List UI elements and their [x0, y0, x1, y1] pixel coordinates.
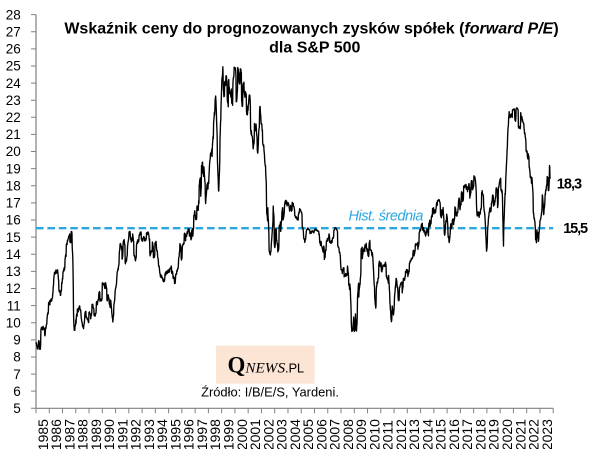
svg-text:1990: 1990 — [101, 419, 117, 449]
svg-text:2002: 2002 — [260, 419, 276, 449]
svg-text:1992: 1992 — [128, 419, 144, 449]
svg-text:2005: 2005 — [300, 419, 316, 449]
svg-text:2013: 2013 — [406, 419, 422, 449]
svg-text:2010: 2010 — [366, 419, 382, 449]
svg-text:2021: 2021 — [512, 419, 528, 449]
svg-text:1991: 1991 — [114, 419, 130, 449]
svg-text:Źródło: I/B/E/S, Yardeni.: Źródło: I/B/E/S, Yardeni. — [201, 384, 339, 399]
svg-text:2014: 2014 — [419, 419, 435, 449]
svg-text:19: 19 — [6, 161, 21, 176]
svg-text:2004: 2004 — [287, 419, 303, 449]
svg-text:16: 16 — [6, 213, 21, 228]
svg-text:2007: 2007 — [327, 419, 343, 449]
svg-text:1987: 1987 — [61, 419, 77, 449]
svg-text:1988: 1988 — [75, 419, 91, 449]
svg-text:1993: 1993 — [141, 419, 157, 449]
svg-text:2015: 2015 — [433, 419, 449, 449]
svg-text:2008: 2008 — [340, 419, 356, 449]
svg-text:9: 9 — [13, 333, 21, 348]
svg-text:2017: 2017 — [459, 419, 475, 449]
svg-text:1999: 1999 — [220, 419, 236, 449]
svg-text:15,5: 15,5 — [563, 221, 588, 237]
svg-text:1985: 1985 — [35, 419, 51, 449]
svg-text:14: 14 — [6, 247, 22, 262]
svg-text:6: 6 — [13, 384, 21, 399]
svg-text:1994: 1994 — [154, 419, 170, 449]
svg-text:21: 21 — [6, 127, 21, 142]
svg-text:13: 13 — [6, 264, 21, 279]
svg-text:1997: 1997 — [194, 419, 210, 449]
svg-text:2019: 2019 — [486, 419, 502, 449]
svg-text:2016: 2016 — [446, 419, 462, 449]
svg-text:dla S&P 500: dla S&P 500 — [269, 40, 360, 57]
svg-text:2012: 2012 — [393, 419, 409, 449]
svg-text:15: 15 — [6, 230, 21, 245]
svg-text:2000: 2000 — [234, 419, 250, 449]
svg-text:17: 17 — [6, 196, 21, 211]
svg-text:10: 10 — [6, 315, 21, 330]
svg-text:1986: 1986 — [48, 419, 64, 449]
svg-text:2011: 2011 — [380, 420, 396, 449]
svg-text:23: 23 — [6, 93, 21, 108]
svg-text:7: 7 — [13, 367, 21, 382]
svg-text:2003: 2003 — [274, 419, 290, 449]
svg-text:2001: 2001 — [247, 419, 263, 449]
svg-text:1989: 1989 — [88, 419, 104, 449]
svg-text:28: 28 — [6, 7, 21, 22]
svg-text:12: 12 — [6, 281, 21, 296]
svg-text:26: 26 — [6, 42, 21, 57]
svg-text:2020: 2020 — [499, 419, 515, 449]
svg-text:20: 20 — [6, 144, 21, 159]
svg-text:22: 22 — [6, 110, 21, 125]
svg-text:5: 5 — [13, 401, 21, 416]
svg-text:Wskaźnik ceny do prognozowanyc: Wskaźnik ceny do prognozowanych zysków s… — [64, 21, 558, 38]
svg-text:2018: 2018 — [472, 419, 488, 449]
svg-text:1996: 1996 — [181, 419, 197, 449]
svg-text:1995: 1995 — [167, 419, 183, 449]
svg-text:24: 24 — [6, 76, 22, 91]
svg-text:1998: 1998 — [207, 419, 223, 449]
svg-text:2006: 2006 — [313, 419, 329, 449]
svg-text:18,3: 18,3 — [557, 176, 582, 192]
svg-text:27: 27 — [6, 24, 21, 39]
svg-text:11: 11 — [7, 298, 21, 313]
svg-text:8: 8 — [13, 350, 21, 365]
svg-text:2009: 2009 — [353, 419, 369, 449]
svg-text:Hist. średnia: Hist. średnia — [349, 209, 424, 225]
svg-text:25: 25 — [6, 59, 21, 74]
svg-text:18: 18 — [6, 178, 21, 193]
svg-text:2022: 2022 — [526, 419, 542, 449]
svg-text:2023: 2023 — [539, 419, 555, 449]
